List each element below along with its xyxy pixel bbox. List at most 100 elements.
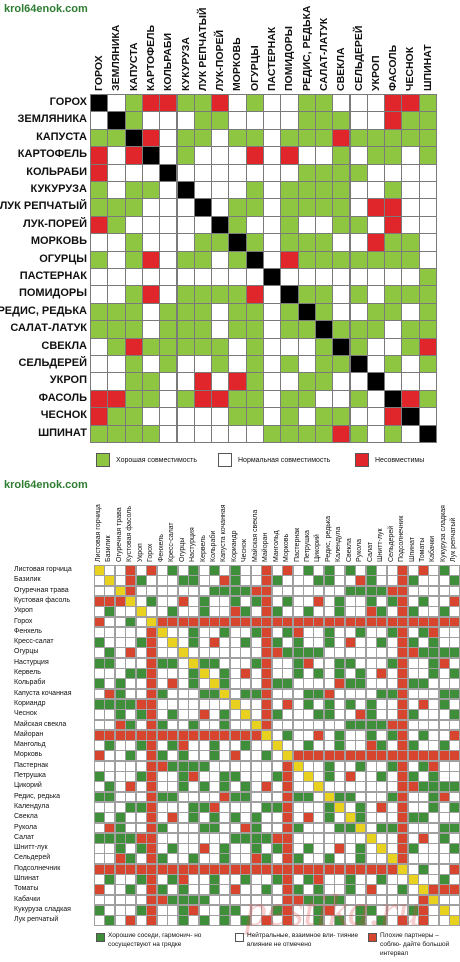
cell-self xyxy=(297,302,316,322)
cell-self xyxy=(240,709,252,721)
cell-good xyxy=(156,822,168,834)
cell-neutral xyxy=(219,894,231,906)
cell-neutral xyxy=(313,565,325,576)
cell-neutral xyxy=(198,719,210,731)
cell-good xyxy=(349,128,368,148)
cell-good xyxy=(176,146,195,165)
cell-good xyxy=(156,657,168,669)
cell-neutral xyxy=(135,616,147,628)
cell-bad xyxy=(282,760,294,772)
cell-bad xyxy=(282,832,294,844)
cell-normal xyxy=(349,233,368,252)
cell-neutral xyxy=(94,822,106,834)
cell-good xyxy=(240,874,252,885)
cell-good xyxy=(365,719,377,731)
cell-bad xyxy=(292,863,304,875)
cell-good xyxy=(229,812,241,824)
cell-neutral xyxy=(250,771,262,782)
cell-bad xyxy=(313,616,325,628)
cell-bad xyxy=(397,668,409,679)
cell-bad xyxy=(208,729,220,741)
cell-normal xyxy=(297,407,316,426)
cell-good xyxy=(386,760,398,772)
cell-good xyxy=(332,181,351,200)
cell-neutral xyxy=(344,832,356,844)
cell-bad xyxy=(261,575,273,587)
cell-neutral xyxy=(449,637,460,648)
cell-neutral xyxy=(365,668,377,679)
cell-bad xyxy=(376,668,388,679)
cell-neutral xyxy=(323,595,335,607)
cell-good xyxy=(449,575,460,587)
cell-bad xyxy=(125,585,137,597)
cell-bad xyxy=(397,760,409,772)
cell-self xyxy=(438,904,450,916)
cell-neutral xyxy=(156,575,168,587)
cell-neutral xyxy=(167,904,179,916)
chart2-col-label: Настурция xyxy=(189,527,197,562)
watermark: pestika.ru xyxy=(245,886,420,935)
cell-good xyxy=(376,822,388,834)
cell-good xyxy=(240,781,252,793)
legend-bad-swatch xyxy=(355,453,369,467)
chart1-col-label: СЕЛЬДЕРЕЙ xyxy=(352,25,365,91)
cell-good xyxy=(365,595,377,607)
cell-neutral xyxy=(428,709,440,721)
cell-bad xyxy=(261,781,273,793)
cell-good xyxy=(250,843,262,854)
cell-bad xyxy=(177,740,189,751)
cell-neutral xyxy=(125,657,137,669)
cell-normal xyxy=(176,163,195,182)
cell-bad xyxy=(146,812,158,824)
cell-neutral xyxy=(188,740,200,751)
cell-normal xyxy=(314,146,334,165)
cell-neutral xyxy=(292,719,304,731)
cell-neutral xyxy=(428,843,440,854)
cell-self xyxy=(211,215,230,235)
cell-neutral xyxy=(428,904,440,916)
cell-self xyxy=(263,268,282,287)
cell-good xyxy=(355,668,367,679)
cell-neutral xyxy=(428,812,440,824)
cell-good xyxy=(355,585,367,597)
cell-self xyxy=(386,853,398,865)
cell-neutral xyxy=(417,791,429,803)
cell-bad xyxy=(188,904,200,916)
cell-neutral xyxy=(156,801,168,813)
cell-good xyxy=(323,760,335,772)
cell-good xyxy=(125,668,137,679)
chart1-row-label: УКРОП xyxy=(49,374,87,387)
chart2-col-label: Петрушка xyxy=(304,530,311,562)
cell-good xyxy=(280,320,299,339)
cell-normal xyxy=(384,337,403,356)
cell-neutral xyxy=(198,904,210,916)
cell-neutral xyxy=(376,595,388,607)
cell-normal xyxy=(418,407,437,426)
cell-neutral xyxy=(292,843,304,854)
cell-good xyxy=(303,698,315,710)
cell-normal xyxy=(401,268,420,287)
cell-neutral xyxy=(177,678,189,690)
cell-normal xyxy=(384,163,403,182)
cell-good xyxy=(303,688,315,700)
cell-neutral xyxy=(250,781,262,793)
chart1-row-label: ШПИНАТ xyxy=(38,426,87,439)
cell-good xyxy=(417,760,429,772)
cell-good xyxy=(365,575,377,587)
cell-neutral xyxy=(282,575,294,587)
cell-self xyxy=(125,595,137,607)
cell-good xyxy=(94,812,106,824)
cell-neutral xyxy=(428,915,440,927)
cell-neutral xyxy=(167,884,179,896)
cell-neutral xyxy=(104,637,116,648)
cell-bad xyxy=(292,626,304,638)
cell-good xyxy=(261,750,273,762)
cell-bad xyxy=(384,215,403,235)
cell-normal xyxy=(159,372,178,391)
cell-normal xyxy=(159,250,178,269)
cell-good xyxy=(401,285,420,304)
cell-neutral xyxy=(428,565,440,576)
cell-neutral xyxy=(313,626,325,638)
cell-normal xyxy=(141,355,161,374)
cell-neutral xyxy=(156,565,168,576)
